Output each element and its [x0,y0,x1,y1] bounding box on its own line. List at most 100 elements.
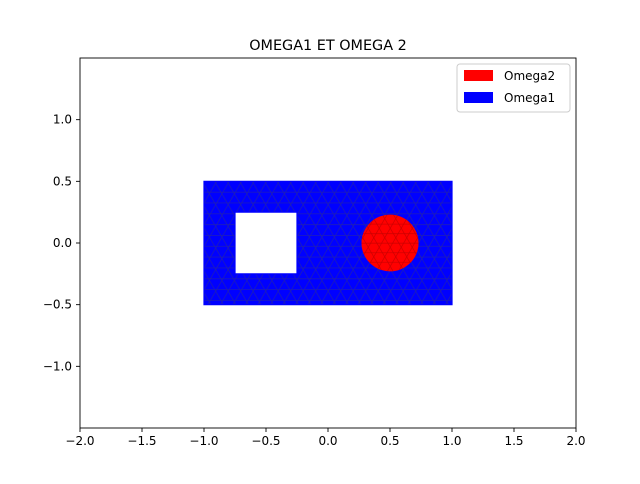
mesh-edge [451,200,501,287]
mesh-edge [270,181,367,305]
x-tick-label: 0.0 [318,434,337,448]
mesh-edge [103,161,197,324]
mesh-edge [390,181,452,305]
mesh-edge [459,161,553,324]
mesh-edge [277,181,373,305]
mesh-edge [204,181,279,305]
mesh-edge [541,161,635,324]
mesh-edge [377,181,452,305]
y-tick-label: 0.5 [53,174,72,188]
mesh-edge [91,161,185,324]
x-tick-label: −1.0 [189,434,218,448]
mesh-edge [78,161,172,324]
mesh-edge [295,181,392,305]
x-tick-label: −0.5 [251,434,280,448]
mesh-edge [389,214,419,272]
mesh-edge [496,161,590,324]
mesh-edge [204,181,273,305]
mesh-edge [591,161,640,324]
chart-title: OMEGA1 ET OMEGA 2 [249,38,407,54]
mesh-edge [484,200,534,287]
mesh-edge [402,181,452,305]
legend: Omega2 Omega1 [456,63,571,113]
mesh-edge [509,161,603,324]
mesh-edge [453,161,547,324]
mesh-edge [96,161,190,324]
x-tick-label: 1.0 [442,434,461,448]
mesh-edge [408,181,452,305]
plot-area [0,161,640,324]
mesh-edge [395,181,452,305]
mesh-edge [495,200,545,287]
mesh-edge [71,161,165,324]
mesh-edge [361,214,403,272]
mesh-edge [378,214,419,272]
mesh-edge [373,214,419,272]
mesh-edge [204,181,254,305]
mesh-edge [362,214,414,272]
mesh-edge [204,181,242,305]
mesh-edge [204,181,229,305]
mesh-edge [204,181,211,305]
y-tick-label: 1.0 [53,113,72,127]
mesh-edge [440,181,452,305]
mesh-edge [566,161,640,324]
mesh-edge [84,161,178,324]
x-tick-label: 0.5 [380,434,399,448]
x-tick-label: 2.0 [566,434,585,448]
mesh-edge [445,181,452,305]
mesh-edge [252,181,348,305]
mesh-edge [367,214,419,272]
mesh-edge [59,161,153,324]
mesh-edge [473,200,523,287]
mesh-edge [384,214,419,272]
mesh-edge [204,181,261,305]
legend-swatch-omega2 [464,70,493,81]
mesh-edge [503,161,597,324]
mesh-edge [361,214,408,272]
legend-swatch-omega1 [464,92,493,103]
y-tick-label: −0.5 [43,298,72,312]
mesh-edge [528,161,622,324]
x-tick-label: −1.5 [127,434,156,448]
x-axis: −2.0 −1.5 −1.0 −0.5 0.0 0.5 1.0 1.5 2.0 [65,428,586,448]
mesh-edge [415,181,452,305]
x-tick-label: −2.0 [65,434,94,448]
mesh-edge [478,161,572,324]
mesh-edge [258,181,354,305]
mesh-edge [308,181,404,305]
y-tick-label: −1.0 [43,359,72,373]
mesh-edge [204,181,223,305]
legend-label-omega1: Omega1 [504,91,555,105]
mesh-edge [204,181,217,305]
mesh-edge [361,214,392,272]
mesh-edge [204,181,248,305]
mesh-edge [383,181,452,305]
omega1-outline [203,180,453,306]
y-tick-label: 0.0 [53,236,72,250]
mesh-edge [516,161,610,324]
mesh-edge [302,181,398,305]
mesh-edge [420,181,452,305]
mesh-edge [204,181,236,305]
mesh-edge [0,161,41,324]
mesh-edge [466,161,560,324]
mesh-edge [484,161,578,324]
mesh-edge [471,161,565,324]
mesh-edge [361,214,397,272]
mesh-edge [109,161,203,324]
mesh-edge [290,181,386,305]
y-axis: −1.0 −0.5 0.0 0.5 1.0 [43,113,80,373]
mesh-edge [603,161,640,324]
mesh-edge [491,161,585,324]
mesh-edge [283,181,379,305]
mesh-edge [427,181,452,305]
mesh-edge [433,181,452,305]
mesh-edge [553,161,640,324]
x-tick-label: 1.5 [504,434,523,448]
legend-label-omega2: Omega2 [504,69,555,83]
mesh-edge [462,200,512,287]
mesh-edge [265,181,361,305]
